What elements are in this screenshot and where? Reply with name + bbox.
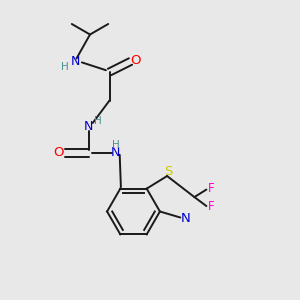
Text: N: N xyxy=(84,120,93,133)
Text: H: H xyxy=(112,140,119,150)
Text: F: F xyxy=(208,200,214,214)
Text: N: N xyxy=(181,212,190,225)
Text: H: H xyxy=(94,116,102,126)
Text: O: O xyxy=(131,53,141,67)
Text: F: F xyxy=(208,182,214,195)
Text: N: N xyxy=(111,146,120,160)
Text: S: S xyxy=(164,165,172,178)
Text: H: H xyxy=(61,62,69,72)
Text: N: N xyxy=(70,55,80,68)
Text: O: O xyxy=(53,146,64,160)
